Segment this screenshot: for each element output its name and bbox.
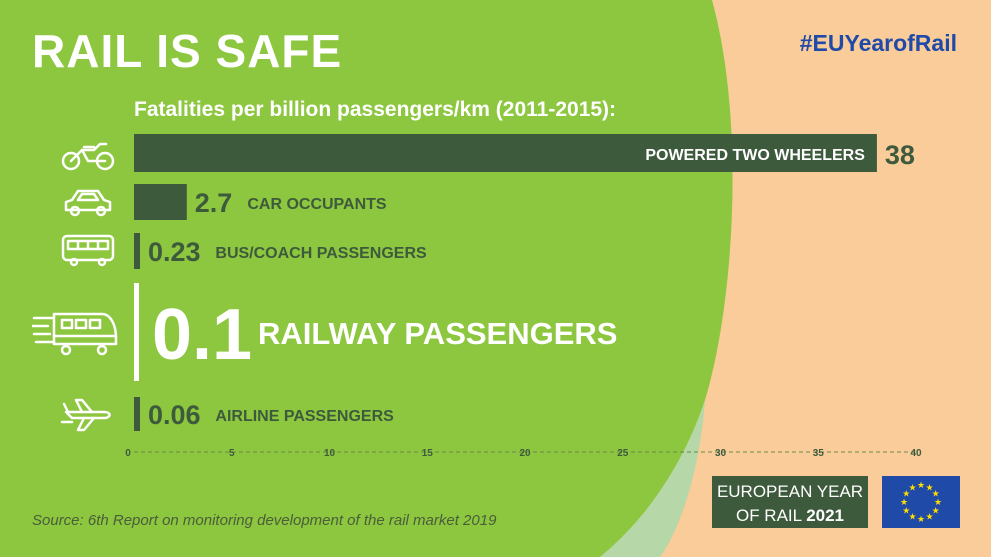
value-label-3: 0.1 (152, 295, 252, 375)
value-label-1: 2.7 (195, 188, 233, 218)
eu-star-icon: ★ (900, 498, 908, 508)
light-green-sweep (600, 400, 705, 557)
category-label-4: AIRLINE PASSENGERS (215, 408, 394, 425)
hashtag: #EUYearofRail (799, 30, 957, 56)
x-tick-label-7: 35 (813, 448, 825, 459)
category-label-3: RAILWAY PASSENGERS (258, 316, 617, 351)
badge-line-1: EUROPEAN YEAR (716, 482, 864, 501)
page-title: RAIL IS SAFE (32, 25, 343, 77)
bus-icon (61, 234, 115, 267)
x-tick-label-4: 20 (519, 448, 531, 459)
bar-4 (134, 397, 140, 431)
eu-star-icon: ★ (925, 483, 933, 493)
car-icon (64, 189, 112, 217)
eu-star-icon: ★ (908, 483, 916, 493)
eu-star-icon: ★ (925, 513, 933, 523)
x-tick-label-3: 15 (422, 448, 434, 459)
x-tick-label-5: 25 (617, 448, 629, 459)
bar-2 (134, 233, 140, 269)
eu-star-icon: ★ (932, 507, 940, 517)
train-icon (32, 312, 118, 356)
eu-star-icon: ★ (902, 507, 910, 517)
eu-star-icon: ★ (902, 490, 910, 500)
airplane-icon (60, 398, 111, 432)
bar-1 (134, 184, 187, 220)
chart-subtitle: Fatalities per billion passengers/km (20… (134, 98, 617, 121)
badge-line-2: OF RAIL 2021 (712, 504, 868, 528)
eu-star-icon: ★ (908, 513, 916, 523)
x-tick-label-0: 0 (125, 448, 131, 459)
category-label-2: BUS/COACH PASSENGERS (215, 245, 427, 262)
eu-flag-icon: ★★★★★★★★★ ★ ★★ (882, 476, 960, 528)
value-label-2: 0.23 (148, 237, 201, 267)
x-tick-label-2: 10 (324, 448, 336, 459)
x-tick-label-6: 30 (715, 448, 727, 459)
category-label-0: POWERED TWO WHEELERS (645, 147, 865, 164)
bar-0 (134, 134, 877, 172)
x-tick-label-1: 5 (229, 448, 235, 459)
badge-line-2-prefix: OF RAIL (735, 506, 807, 525)
value-label-4: 0.06 (148, 400, 201, 430)
category-label-1: CAR OCCUPANTS (247, 196, 387, 213)
x-tick-label-8: 40 (910, 448, 922, 459)
eu-star-icon: ★ (917, 481, 925, 491)
eu-star-icon: ★ (932, 490, 940, 500)
eu-star-icon: ★ (917, 515, 925, 525)
source-note: Source: 6th Report on monitoring develop… (32, 512, 497, 529)
badge-year: 2021 (806, 506, 845, 525)
motorcycle-icon (61, 142, 115, 171)
value-label-0: 38 (885, 140, 915, 170)
bar-3 (134, 283, 139, 381)
european-year-of-rail-badge: EUROPEAN YEAR OF RAIL 2021 (712, 476, 868, 528)
eu-star-icon: ★ (934, 498, 942, 508)
